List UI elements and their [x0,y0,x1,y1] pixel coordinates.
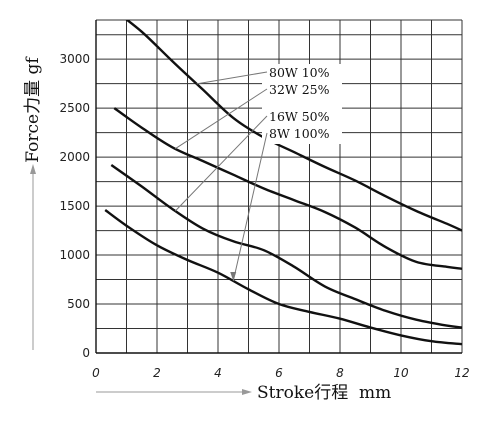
y-tick-label: 500 [67,297,90,311]
series-label-3: 16W 50% [269,109,330,124]
y-axis-title-group: Force力量 gf [23,56,43,350]
x-axis-title-group: Stroke行程 mm [96,383,391,403]
x-axis-arrow-head-icon [242,389,252,395]
x-tick-label: 10 [393,366,409,380]
x-tick-label: 2 [153,366,161,380]
leader-line-2 [175,88,268,150]
x-tick-label: 4 [214,366,222,380]
x-tick-label: 0 [92,366,100,380]
label-background [262,64,342,144]
series-line-2 [113,107,462,270]
y-tick-label: 2500 [59,101,90,115]
x-tick-label: 8 [336,366,344,380]
y-tick-label: 1000 [59,248,90,262]
series-line-3 [110,164,462,329]
y-tick-label: 1500 [59,199,90,213]
series-labels: 80W 10% 32W 25% 16W 50% 8W 100% [174,64,342,282]
y-axis-title: Force力量 gf [23,56,43,163]
leader-line-3 [174,115,268,212]
series-line-4 [104,209,462,346]
series-label-4: 8W 100% [269,126,330,141]
y-tick-label: 3000 [59,52,90,66]
series-label-1: 80W 10% [269,65,330,80]
y-tick-label: 2000 [59,150,90,164]
tick-labels: 0 2 4 6 8 10 12 0 500 1000 1500 2000 2500 3000 [59,52,469,380]
leader-line-1 [196,71,268,85]
curves [104,20,462,346]
y-axis-arrow-head-icon [30,164,36,174]
x-axis-title: Stroke行程 mm [257,383,391,403]
series-line-1 [125,20,462,232]
x-tick-label: 6 [275,366,283,380]
leader-line-4 [232,132,268,282]
x-tick-label: 12 [454,366,469,380]
y-tick-label: 0 [82,346,90,360]
series-label-2: 32W 25% [269,82,330,97]
leader-arrow-icon [230,272,237,282]
